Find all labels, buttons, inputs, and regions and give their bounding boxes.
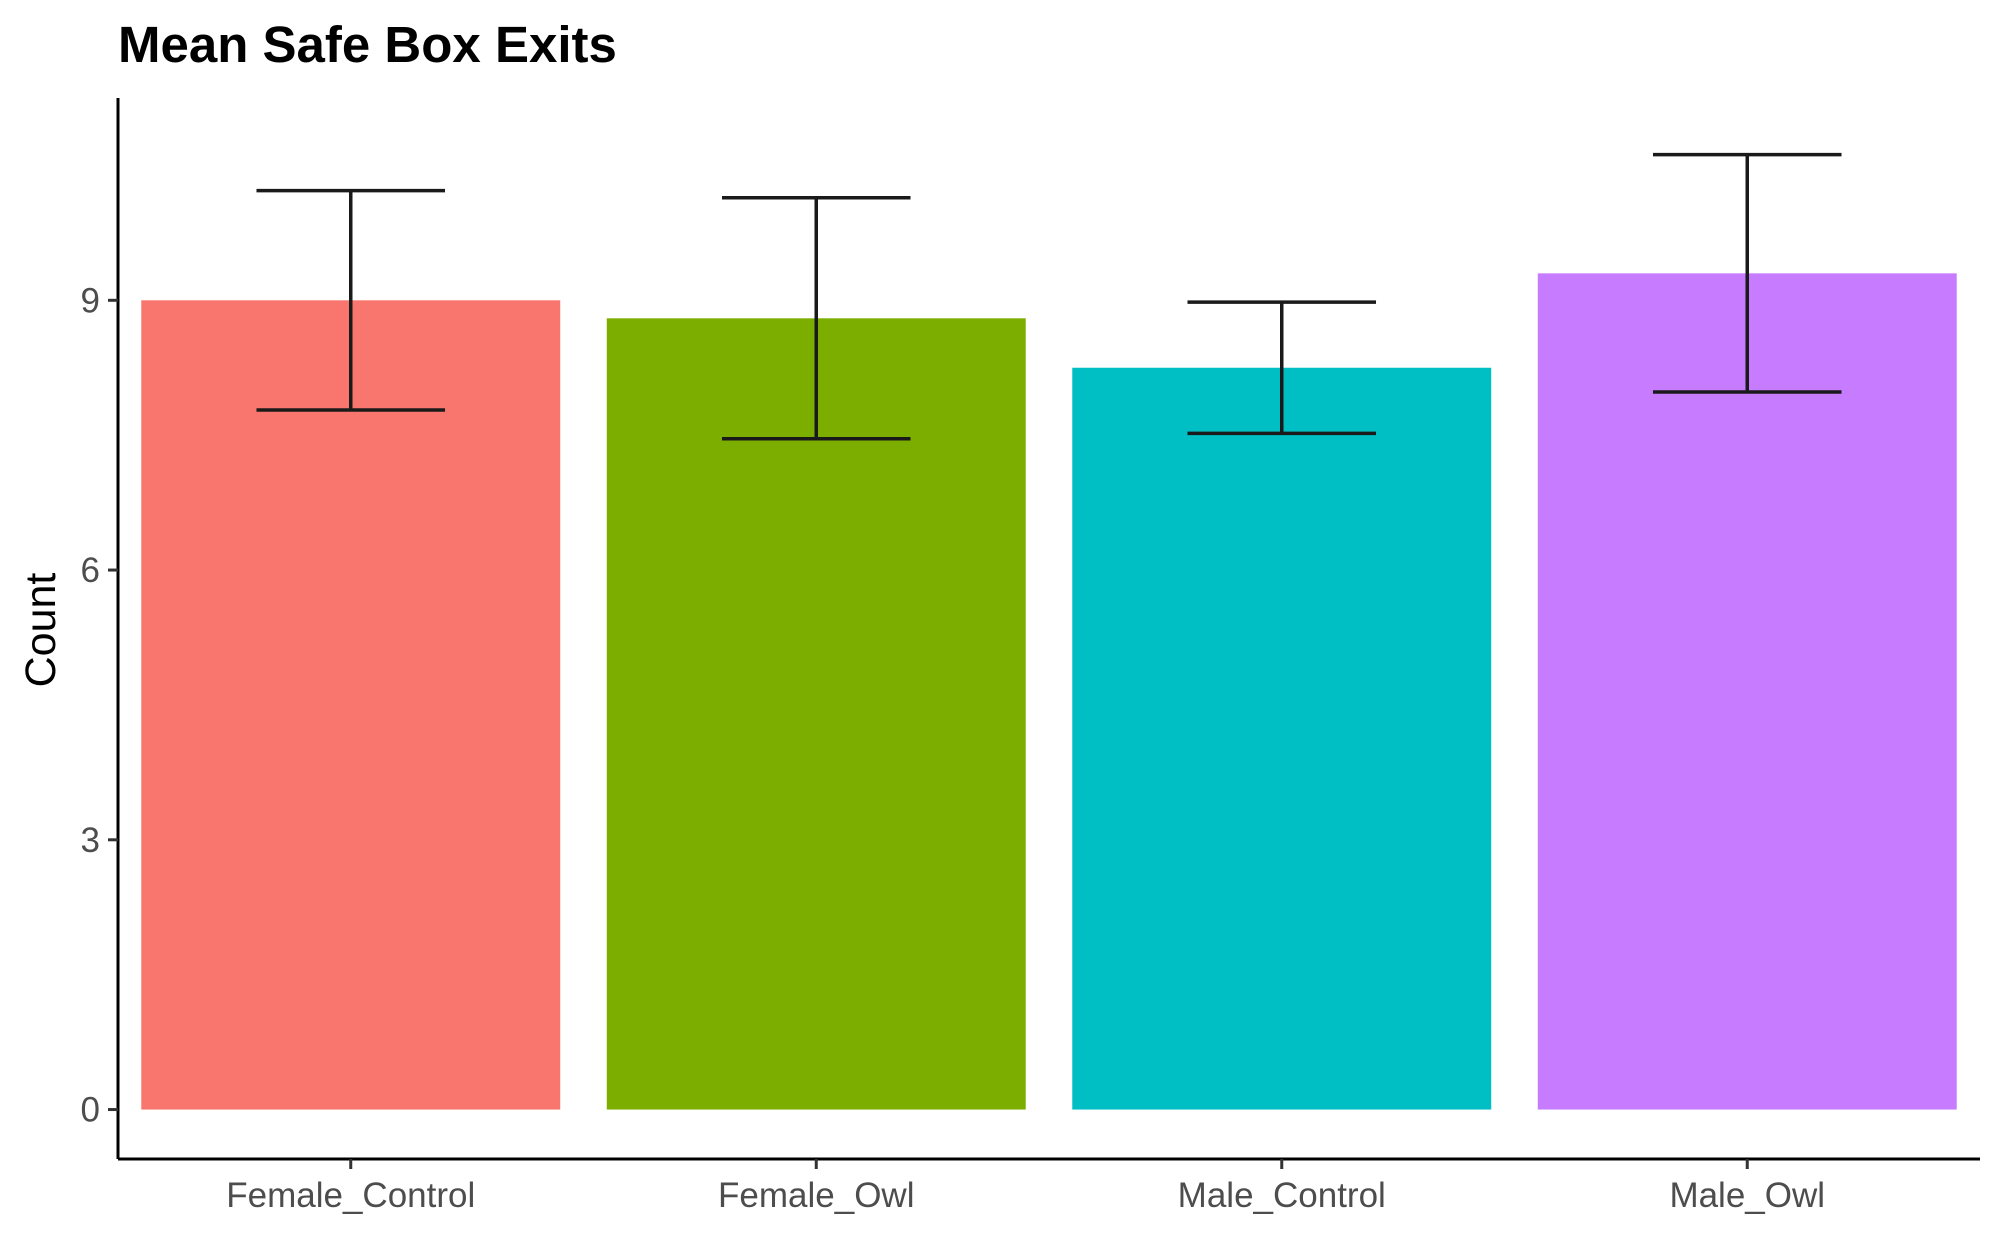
error-bar-female-control [256,188,446,412]
y-tick-label: 0 [81,1091,100,1130]
bar-female-owl [606,318,1026,1110]
y-tick-label: 9 [81,281,100,320]
chart-title: Mean Safe Box Exits [118,16,617,73]
x-tick-label-female-control: Female_Control [226,1176,475,1215]
axes-layer [116,98,1980,1161]
x-tick-label-female-owl: Female_Owl [718,1176,914,1215]
y-tick-label: 6 [81,551,100,590]
error-bars-layer [256,152,1842,441]
bar-male-owl [1537,273,1957,1110]
bar-male-control [1072,367,1492,1110]
y-tick-label: 3 [81,821,100,860]
bar-female-control [141,300,561,1110]
x-ticks: Female_Control Female_Owl Male_Control Male… [226,1159,1825,1215]
error-bar-male-control [1187,300,1377,436]
x-tick-label-male-owl: Male_Owl [1669,1176,1825,1215]
error-bar-male-owl [1652,152,1842,394]
y-axis-title: Count [17,573,65,688]
error-bar-female-owl [721,196,911,441]
x-tick-label-male-control: Male_Control [1178,1176,1386,1215]
bars-layer [141,273,1957,1110]
y-ticks: 0 3 6 9 [81,281,118,1130]
